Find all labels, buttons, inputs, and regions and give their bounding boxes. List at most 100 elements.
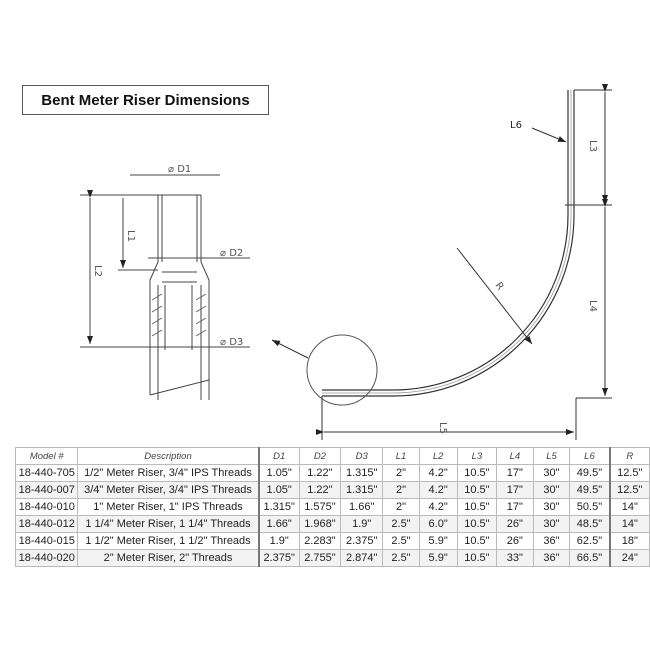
table-cell: 18-440-012 — [14, 515, 79, 533]
label-d1: ⌀ D1 — [168, 164, 191, 175]
table-row: 18-440-015 1 1/2" Meter Riser, 1 1/2" Thr… — [14, 532, 650, 550]
column-header: R — [608, 447, 650, 465]
table-cell: 1.22" — [298, 464, 341, 482]
table-cell: 17" — [496, 498, 534, 516]
table-cell: 18-440-010 — [14, 498, 79, 516]
table-cell: 1.22" — [298, 481, 341, 499]
table-cell: 30" — [532, 464, 571, 482]
table-cell: 4.2" — [418, 464, 458, 482]
table-cell: 33" — [496, 549, 534, 567]
table-cell: 36" — [532, 549, 571, 567]
table-cell: 10.5" — [456, 498, 498, 516]
table-cell: 14" — [608, 515, 650, 533]
column-header: D2 — [298, 447, 341, 465]
table-row: 18-440-705 1/2" Meter Riser, 3/4" IPS Thr… — [14, 464, 650, 482]
table-cell: 1 1/4" Meter Riser, 1 1/4" Threads — [77, 515, 259, 533]
table-cell: 4.2" — [418, 498, 458, 516]
table-cell: 10.5" — [456, 532, 498, 550]
label-d3: ⌀ D3 — [220, 337, 243, 348]
drawing-title: Bent Meter Riser Dimensions — [22, 85, 269, 115]
table-cell: 14" — [608, 498, 650, 516]
table-row: 18-440-010 1" Meter Riser, 1" IPS Threads… — [14, 498, 650, 516]
column-header: Model # — [14, 447, 79, 465]
dimensions-table: Model # Description D1 D2 D3 L1 L2 L3 L4 L5 L6 R 18… — [14, 447, 650, 567]
table-cell: 48.5" — [569, 515, 611, 533]
table-cell: 10.5" — [456, 464, 498, 482]
table-cell: 2.375" — [339, 532, 384, 550]
table-cell: 6.0" — [418, 515, 458, 533]
column-header: L2 — [418, 447, 458, 465]
table-cell: 1 1/2" Meter Riser, 1 1/2" Threads — [77, 532, 259, 550]
table-header-row: Model # Description D1 D2 D3 L1 L2 L3 L4 L5 L6 R — [14, 447, 650, 465]
table-cell: 1.315" — [257, 498, 300, 516]
table-cell: 18-440-007 — [14, 481, 79, 499]
table-cell: 4.2" — [418, 481, 458, 499]
table-cell: 2" — [382, 464, 420, 482]
label-r: R — [493, 280, 506, 292]
column-header: L4 — [496, 447, 534, 465]
table-row: 18-440-012 1 1/4" Meter Riser, 1 1/4" Thr… — [14, 515, 650, 533]
table-cell: 10.5" — [456, 549, 498, 567]
table-cell: 1.315" — [339, 464, 384, 482]
bent-riser-view — [271, 84, 612, 440]
table-cell: 18-440-015 — [14, 532, 79, 550]
column-header: L1 — [382, 447, 420, 465]
label-l3: L3 — [587, 140, 598, 152]
column-header: Description — [77, 447, 259, 465]
label-d2: ⌀ D2 — [220, 248, 243, 259]
table-cell: 2.755" — [298, 549, 341, 567]
table-cell: 36" — [532, 532, 571, 550]
table-cell: 2.375" — [257, 549, 300, 567]
label-l1: L1 — [125, 230, 136, 242]
column-header: L6 — [569, 447, 611, 465]
table-cell: 2.5" — [382, 515, 420, 533]
column-header: D1 — [257, 447, 300, 465]
table-cell: 3/4" Meter Riser, 3/4" IPS Threads — [77, 481, 259, 499]
table-cell: 30" — [532, 481, 571, 499]
table-cell: 30" — [532, 498, 571, 516]
table-cell: 2" — [382, 498, 420, 516]
table-cell: 5.9" — [418, 549, 458, 567]
table-cell: 12.5" — [608, 464, 650, 482]
table-cell: 49.5" — [569, 481, 611, 499]
table-cell: 1.968" — [298, 515, 341, 533]
riser-drawing: ⌀ D1 ⌀ D2 ⌀ D3 L1 L2 L6 L3 L4 L5 R — [80, 84, 612, 440]
table-cell: 2" Meter Riser, 2" Threads — [77, 549, 259, 567]
table-cell: 30" — [532, 515, 571, 533]
table-cell: 62.5" — [569, 532, 611, 550]
section-view — [80, 174, 250, 400]
table-cell: 5.9" — [418, 532, 458, 550]
table-cell: 1.66" — [257, 515, 300, 533]
column-header: L5 — [532, 447, 571, 465]
table-cell: 1.66" — [339, 498, 384, 516]
table-row: 18-440-007 3/4" Meter Riser, 3/4" IPS Thr… — [14, 481, 650, 499]
table-cell: 2.5" — [382, 532, 420, 550]
table-cell: 1" Meter Riser, 1" IPS Threads — [77, 498, 259, 516]
label-l4: L4 — [587, 300, 598, 312]
table-cell: 50.5" — [569, 498, 611, 516]
table-cell: 10.5" — [456, 515, 498, 533]
table-cell: 17" — [496, 464, 534, 482]
table-row: 18-440-020 2" Meter Riser, 2" Threads 2.37… — [14, 549, 650, 567]
table-cell: 1.9" — [257, 532, 300, 550]
column-header: D3 — [339, 447, 384, 465]
table-cell: 1.575" — [298, 498, 341, 516]
table-cell: 49.5" — [569, 464, 611, 482]
table-cell: 1.315" — [339, 481, 384, 499]
table-cell: 66.5" — [569, 549, 611, 567]
table-cell: 1/2" Meter Riser, 3/4" IPS Threads — [77, 464, 259, 482]
table-cell: 26" — [496, 515, 534, 533]
table-cell: 10.5" — [456, 481, 498, 499]
table-cell: 18-440-020 — [14, 549, 79, 567]
table-cell: 24" — [608, 549, 650, 567]
table-cell: 26" — [496, 532, 534, 550]
table-cell: 12.5" — [608, 481, 650, 499]
table-cell: 1.05" — [257, 464, 300, 482]
table-cell: 1.9" — [339, 515, 384, 533]
column-header: L3 — [456, 447, 498, 465]
label-l5: L5 — [437, 422, 448, 434]
table-cell: 18-440-705 — [14, 464, 79, 482]
table-cell: 2.874" — [339, 549, 384, 567]
table-cell: 2.283" — [298, 532, 341, 550]
table-cell: 2.5" — [382, 549, 420, 567]
